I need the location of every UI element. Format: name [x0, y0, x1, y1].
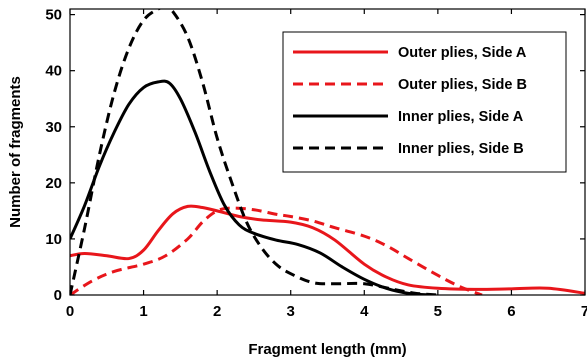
legend-label-1: Outer plies, Side A	[398, 45, 527, 61]
y-tick-label: 20	[45, 175, 62, 192]
y-axis-label: Number of fragments	[7, 76, 24, 228]
y-tick-label: 0	[54, 287, 62, 304]
y-tick-label: 40	[45, 63, 62, 80]
x-tick-label: 5	[434, 303, 442, 320]
x-tick-label: 4	[360, 303, 369, 320]
x-axis-label: Fragment length (mm)	[248, 341, 406, 358]
series-line-3	[70, 79, 431, 295]
legend-label-4: Inner plies, Side B	[398, 141, 524, 157]
plot-frame	[69, 8, 586, 296]
x-tick-label: 1	[139, 303, 147, 320]
legend: Outer plies, Side A Outer plies, Side B In…	[282, 31, 567, 173]
x-tick-label: 6	[507, 303, 515, 320]
series-line-2	[70, 206, 483, 295]
series-line-4	[70, 9, 438, 295]
legend-label-2: Outer plies, Side B	[398, 77, 527, 93]
y-tick-label: 10	[45, 231, 62, 248]
series-line-1	[70, 204, 585, 295]
x-tick-label: 2	[213, 303, 221, 320]
y-tick-label: 50	[45, 7, 62, 24]
x-tick-label: 7	[581, 303, 587, 320]
plot-lines	[70, 9, 585, 295]
axes	[69, 8, 586, 296]
legend-label-3: Inner plies, Side A	[398, 109, 524, 125]
x-tick-label: 3	[287, 303, 295, 320]
x-tick-label: 0	[66, 303, 74, 320]
ticks: 0 1 2 3 4 5 6 7 0 10 20 30 40 50	[45, 7, 587, 320]
y-tick-label: 30	[45, 119, 62, 136]
